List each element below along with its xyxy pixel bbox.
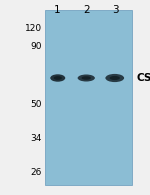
- Text: 90: 90: [30, 42, 42, 51]
- Ellipse shape: [105, 74, 124, 82]
- Text: 26: 26: [31, 168, 42, 177]
- Text: 2: 2: [84, 5, 90, 15]
- Ellipse shape: [110, 76, 120, 80]
- Ellipse shape: [54, 76, 62, 80]
- Text: 120: 120: [25, 24, 42, 33]
- Text: 34: 34: [31, 134, 42, 143]
- Text: 50: 50: [30, 100, 42, 109]
- Ellipse shape: [78, 74, 95, 82]
- Ellipse shape: [50, 74, 65, 82]
- Text: CSF1: CSF1: [136, 73, 150, 83]
- Text: 3: 3: [112, 5, 119, 15]
- Bar: [45, 10, 132, 185]
- Ellipse shape: [81, 76, 91, 80]
- Text: 1: 1: [54, 5, 60, 15]
